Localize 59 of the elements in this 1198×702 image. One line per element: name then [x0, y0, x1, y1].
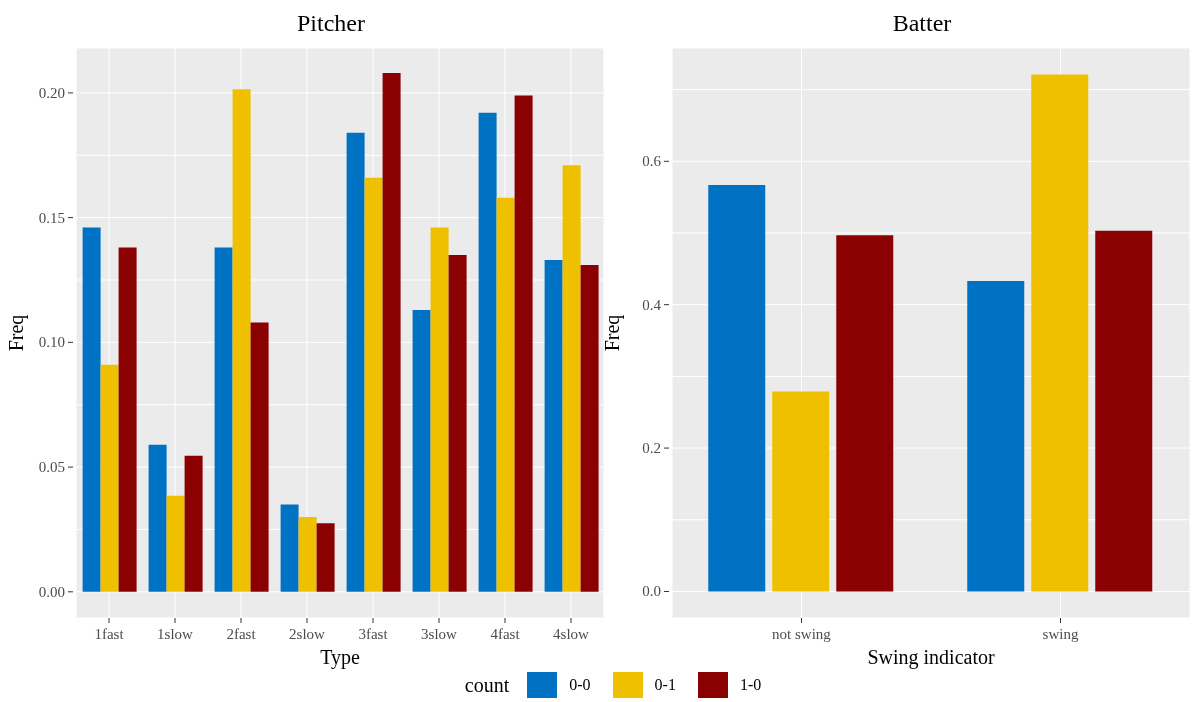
y-axis-title: Freq — [5, 314, 29, 352]
y-tick-label: 0.10 — [38, 334, 65, 351]
y-axis-title: Freq — [601, 314, 625, 352]
bar — [412, 309, 431, 592]
bar — [1095, 230, 1153, 592]
bar — [448, 255, 467, 592]
bar — [346, 132, 365, 592]
legend-label: 0-0 — [569, 676, 591, 694]
chart-title: Batter — [891, 9, 953, 38]
bar — [1031, 74, 1089, 592]
bar — [100, 364, 119, 592]
bar — [280, 504, 299, 592]
y-tick-label: 0.0 — [642, 583, 661, 600]
bar — [316, 523, 335, 592]
bar — [298, 516, 317, 592]
bar — [708, 184, 766, 592]
bar — [364, 177, 383, 592]
bar — [118, 247, 137, 592]
bar — [496, 197, 515, 592]
y-tick-label: 0.4 — [642, 296, 662, 313]
bar — [430, 227, 449, 592]
x-tick-label: 3fast — [358, 626, 389, 642]
bar — [514, 95, 533, 592]
bar — [382, 72, 401, 592]
x-tick-label: 1slow — [157, 626, 194, 642]
y-tick-label: 0.00 — [38, 583, 65, 600]
y-tick-label: 0.15 — [38, 209, 65, 226]
x-tick-label: 2fast — [226, 626, 257, 642]
legend-label: 0-1 — [654, 676, 676, 694]
bar — [836, 235, 894, 592]
legend-label: 1-0 — [739, 676, 762, 694]
bar — [166, 495, 185, 592]
bar — [250, 322, 269, 592]
legend-title: count — [464, 673, 510, 697]
bar — [772, 391, 830, 592]
x-axis-title: Swing indicator — [867, 646, 995, 669]
bar — [184, 455, 203, 592]
bar — [148, 444, 167, 592]
x-tick-label: 1fast — [94, 626, 125, 642]
x-tick-label: 3slow — [421, 626, 458, 642]
x-tick-label: not swing — [772, 626, 832, 642]
x-tick-label: swing — [1042, 626, 1079, 642]
bar — [967, 281, 1025, 592]
y-tick-label: 0.05 — [38, 459, 65, 476]
x-tick-label: 4slow — [553, 626, 590, 642]
bar — [214, 247, 233, 592]
bar — [544, 260, 563, 592]
x-axis-title: Type — [320, 646, 360, 669]
bar — [232, 89, 251, 592]
chart-title: Pitcher — [296, 9, 366, 38]
y-tick-label: 0.20 — [38, 84, 65, 101]
bar — [580, 265, 599, 592]
x-tick-label: 2slow — [289, 626, 326, 642]
bar — [478, 112, 497, 592]
x-tick-label: 4fast — [490, 626, 521, 642]
bar — [82, 227, 101, 592]
y-tick-label: 0.2 — [642, 440, 661, 457]
bar — [562, 165, 581, 592]
y-tick-label: 0.6 — [642, 153, 662, 170]
